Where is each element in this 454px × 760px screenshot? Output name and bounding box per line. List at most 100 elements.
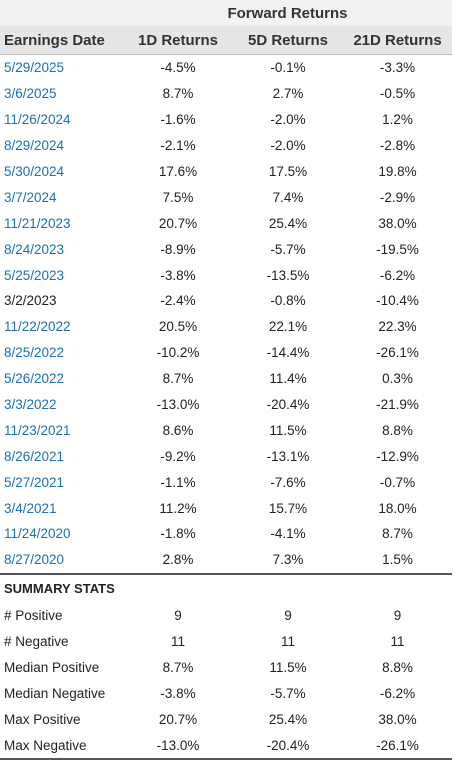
summary-21d-cell: -26.1%	[376, 737, 419, 753]
summary-21d-cell: 38.0%	[378, 711, 417, 727]
summary-1d-cell: 9	[174, 608, 182, 624]
summary-1d-cell: 20.7%	[158, 711, 198, 727]
return-21d-cell: -3.3%	[379, 60, 416, 76]
return-5d-cell: -13.1%	[266, 448, 310, 464]
summary-5d-cell: 11	[280, 634, 295, 650]
summary-row: Max Negative -13.0% -20.4% -26.1%	[0, 732, 452, 760]
table-row: 8/29/2024 -2.1% -2.0% -2.8%	[0, 133, 452, 159]
return-21d-cell: -12.9%	[376, 448, 419, 464]
table-row: 5/30/2024 17.6% 17.5% 19.8%	[0, 159, 452, 185]
summary-stats-section: SUMMARY STATS # Positive 9 9 9 # Negative 11 1…	[0, 572, 452, 760]
column-header-5d-returns[interactable]: 5D Returns	[233, 26, 343, 55]
return-5d-cell: -20.4%	[266, 397, 310, 413]
return-1d-cell: 20.5%	[158, 319, 198, 335]
table-row: 5/26/2022 8.7% 11.4% 0.3%	[0, 366, 452, 392]
return-1d-cell: 8.7%	[162, 86, 194, 102]
return-5d-cell: 11.5%	[269, 422, 307, 438]
return-1d-cell: -1.1%	[160, 474, 196, 490]
return-5d-cell: 22.1%	[268, 319, 308, 335]
return-1d-cell: -1.8%	[160, 526, 196, 542]
return-21d-cell: 19.8%	[378, 164, 417, 179]
earnings-date-cell[interactable]: 8/24/2023	[4, 241, 65, 257]
return-21d-cell: -2.9%	[379, 189, 416, 205]
return-5d-cell: -0.8%	[270, 293, 306, 309]
return-1d-cell: -13.0%	[156, 397, 200, 413]
column-group-header: Forward Returns	[0, 0, 452, 26]
table-row: 11/23/2021 8.6% 11.5% 8.8%	[0, 417, 452, 443]
table-row: 8/24/2023 -8.9% -5.7% -19.5%	[0, 236, 452, 262]
return-21d-cell: 38.0%	[378, 215, 417, 231]
earnings-date-cell[interactable]: 11/21/2023	[4, 215, 71, 231]
earnings-date-cell[interactable]: 3/6/2025	[4, 86, 57, 102]
table-row: 11/22/2022 20.5% 22.1% 22.3%	[0, 314, 452, 340]
earnings-date-cell: 3/2/2023	[4, 293, 57, 309]
earnings-date-cell[interactable]: 3/3/2022	[4, 397, 57, 413]
table-row: 3/3/2022 -13.0% -20.4% -21.9%	[0, 392, 452, 418]
earnings-date-cell[interactable]: 5/29/2025	[4, 60, 65, 76]
return-21d-cell: 8.8%	[382, 422, 413, 438]
earnings-date-cell[interactable]: 8/27/2020	[4, 552, 65, 568]
return-1d-cell: -3.8%	[160, 267, 196, 283]
summary-row: # Negative 11 11 11	[0, 629, 452, 655]
return-1d-cell: -10.2%	[156, 345, 200, 361]
column-header-1d-returns[interactable]: 1D Returns	[123, 26, 233, 55]
column-header-21d-returns[interactable]: 21D Returns	[343, 26, 452, 55]
return-1d-cell: 11.2%	[159, 500, 197, 516]
return-21d-cell: 1.5%	[382, 552, 413, 568]
return-21d-cell: 22.3%	[378, 319, 417, 335]
return-21d-cell: -2.8%	[379, 138, 416, 154]
summary-5d-cell: 9	[284, 608, 292, 624]
summary-row: # Positive 9 9 9	[0, 603, 452, 629]
summary-5d-cell: -5.7%	[270, 685, 306, 701]
summary-5d-cell: 11.5%	[269, 660, 307, 676]
return-5d-cell: -13.5%	[266, 267, 310, 283]
return-1d-cell: 20.7%	[158, 215, 198, 231]
return-21d-cell: -0.5%	[379, 86, 416, 102]
column-header-earnings-date[interactable]: Earnings Date	[0, 26, 123, 55]
summary-1d-cell: 11	[170, 634, 185, 650]
group-header-spacer	[0, 0, 123, 26]
return-5d-cell: -4.1%	[270, 526, 306, 542]
summary-row: Median Positive 8.7% 11.5% 8.8%	[0, 655, 452, 681]
return-21d-cell: 0.3%	[382, 371, 413, 387]
table-row: 5/27/2021 -1.1% -7.6% -0.7%	[0, 469, 452, 495]
forward-returns-group-label: Forward Returns	[123, 0, 452, 26]
summary-21d-cell: 11	[390, 634, 405, 650]
earnings-date-cell[interactable]: 11/23/2021	[4, 422, 71, 438]
table-row: 8/27/2020 2.8% 7.3% 1.5%	[0, 547, 452, 574]
earnings-date-cell[interactable]: 5/25/2023	[4, 267, 65, 283]
table-row: 5/25/2023 -3.8% -13.5% -6.2%	[0, 262, 452, 288]
summary-1d-cell: -3.8%	[160, 685, 196, 701]
return-5d-cell: -0.1%	[270, 60, 306, 76]
return-21d-cell: -26.1%	[376, 345, 419, 361]
earnings-date-cell[interactable]: 5/30/2024	[4, 164, 65, 179]
return-1d-cell: -8.9%	[160, 241, 196, 257]
summary-label-cell: Median Negative	[4, 685, 106, 701]
table-row: 11/21/2023 20.7% 25.4% 38.0%	[0, 210, 452, 236]
summary-21d-cell: 9	[393, 608, 402, 624]
table-row: 11/26/2024 -1.6% -2.0% 1.2%	[0, 107, 452, 133]
return-21d-cell: 8.7%	[382, 526, 413, 542]
summary-row: Median Negative -3.8% -5.7% -6.2%	[0, 680, 452, 706]
earnings-date-cell[interactable]: 8/25/2022	[4, 345, 65, 361]
return-5d-cell: 7.4%	[272, 189, 304, 205]
summary-label-cell: # Positive	[4, 608, 63, 624]
earnings-date-cell[interactable]: 5/27/2021	[4, 474, 65, 490]
return-1d-cell: 17.6%	[158, 164, 198, 179]
earnings-date-cell[interactable]: 8/26/2021	[4, 448, 65, 464]
table-row: 11/24/2020 -1.8% -4.1% 8.7%	[0, 521, 452, 547]
return-5d-cell: 7.3%	[272, 552, 304, 568]
summary-5d-cell: 25.4%	[268, 711, 308, 727]
earnings-date-cell[interactable]: 11/24/2020	[4, 526, 71, 542]
earnings-date-cell[interactable]: 5/26/2022	[4, 371, 65, 387]
return-5d-cell: -14.4%	[266, 345, 310, 361]
earnings-date-cell[interactable]: 3/4/2021	[4, 500, 57, 516]
earnings-date-cell[interactable]: 8/29/2024	[4, 138, 65, 154]
table-row: 5/29/2025 -4.5% -0.1% -3.3%	[0, 55, 452, 81]
earnings-date-cell[interactable]: 3/7/2024	[4, 189, 57, 205]
return-1d-cell: 7.5%	[162, 189, 194, 205]
earnings-date-cell[interactable]: 11/22/2022	[4, 319, 71, 335]
earnings-date-cell[interactable]: 11/26/2024	[4, 112, 71, 128]
return-1d-cell: 8.6%	[162, 422, 194, 438]
